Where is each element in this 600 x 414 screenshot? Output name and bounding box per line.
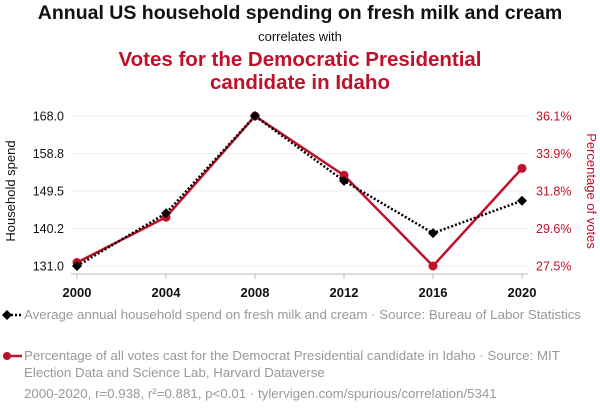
x-tick-label: 2000 (63, 285, 92, 300)
chart-title-2: Votes for the Democratic Presidential ca… (118, 48, 482, 94)
legend-diamond-dotted-icon (2, 310, 22, 320)
legend-item-spend: Average annual household spend on fresh … (2, 306, 584, 323)
y2-axis-label: Percentage of votes (584, 133, 599, 249)
data-point-spend (428, 228, 438, 239)
data-point-spend (250, 111, 260, 121)
y2-tick-label: 27.5% (536, 260, 571, 274)
x-tick-label: 2012 (330, 285, 359, 300)
y-tick-label: 131.0 (33, 260, 64, 274)
y2-tick-label: 33.9% (536, 147, 571, 161)
x-tick-label: 2004 (152, 285, 182, 300)
footer-stats: 2000-2020, r=0.938, r²=0.881, p<0.01 · t… (24, 386, 497, 401)
legend-item-votes: Percentage of all votes cast for the Dem… (3, 347, 584, 381)
chart-title: Annual US household spending on fresh mi… (37, 2, 563, 24)
y-tick-label: 149.5 (33, 185, 64, 199)
y2-tick-label: 29.6% (536, 222, 571, 236)
series-line-votes (76, 114, 523, 268)
data-point-votes (517, 163, 527, 173)
y-tick-label: 140.2 (33, 222, 64, 236)
x-tick-label: 2020 (508, 285, 537, 300)
y2-tick-label: 36.1% (536, 110, 571, 124)
legend-circle-line-icon (3, 352, 22, 360)
chart-subtitle: correlates with (258, 29, 342, 44)
data-point-votes (339, 170, 349, 180)
legend-text-spend: Average annual household spend on fresh … (24, 307, 582, 322)
y-tick-label: 168.0 (33, 110, 64, 124)
data-point-votes (428, 261, 438, 271)
series-line-spend (76, 114, 523, 268)
y2-tick-label: 31.8% (536, 185, 571, 199)
data-point-spend (339, 175, 349, 186)
legend-text-votes: Percentage of all votes cast for the Dem… (24, 348, 560, 380)
data-point-spend (72, 261, 82, 271)
x-tick-label: 2008 (241, 285, 270, 300)
data-point-spend (161, 208, 171, 219)
data-point-spend (517, 195, 527, 206)
y-tick-label: 158.8 (33, 147, 64, 161)
y-axis-label: Household spend (3, 140, 18, 241)
x-tick-label: 2016 (419, 285, 448, 300)
